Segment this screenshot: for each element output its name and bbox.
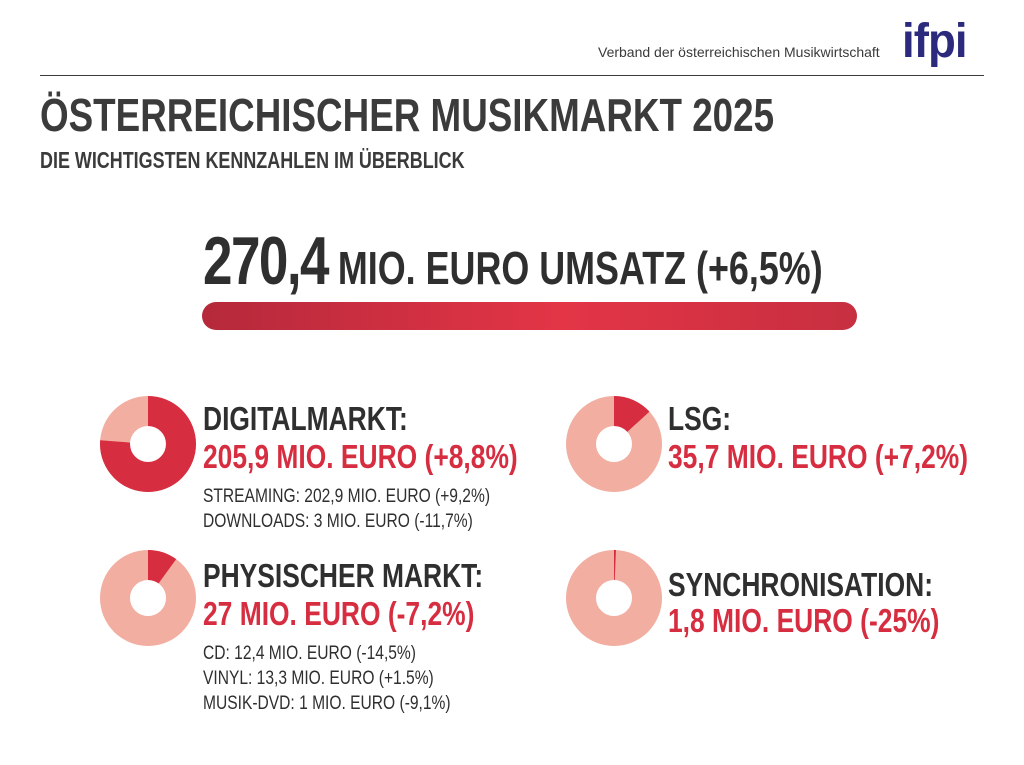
sync-title: SYNCHRONISATION: xyxy=(668,566,933,603)
page-title: ÖSTERREICHISCHER MUSIKMARKT 2025 xyxy=(40,89,775,141)
physical-value: 27 MIO. EURO (-7,2%) xyxy=(203,595,475,632)
total-bar xyxy=(202,302,857,330)
slice-sync xyxy=(566,550,662,646)
slice-lsg xyxy=(566,396,662,492)
digital-title: DIGITALMARKT: xyxy=(203,400,408,437)
page-subtitle: DIE WICHTIGSTEN KENNZAHLEN IM ÜBERBLICK xyxy=(40,147,465,173)
lsg-title: LSG: xyxy=(668,400,732,437)
total-revenue: 270,4 MIO. EURO UMSATZ (+6,5%) xyxy=(203,222,823,300)
lsg-value: 35,7 MIO. EURO (+7,2%) xyxy=(668,438,969,475)
total-label: MIO. EURO UMSATZ (+6,5%) xyxy=(327,242,823,294)
ifpi-logo: ifpi xyxy=(902,15,968,68)
sync-value: 1,8 MIO. EURO (-25%) xyxy=(668,602,940,639)
donut-physical xyxy=(100,550,196,646)
digital-value: 205,9 MIO. EURO (+8,8%) xyxy=(203,438,518,475)
donut-digital xyxy=(100,396,196,492)
physical-detail-dvd: MUSIK-DVD: 1 MIO. EURO (-9,1%) xyxy=(203,693,451,714)
donut-sync xyxy=(566,550,662,646)
digital-detail-downloads: DOWNLOADS: 3 MIO. EURO (-11,7%) xyxy=(203,511,473,532)
digital-detail-streaming: STREAMING: 202,9 MIO. EURO (+9,2%) xyxy=(203,486,491,507)
total-value: 270,4 xyxy=(203,223,329,299)
header-divider xyxy=(40,75,984,76)
physical-title: PHYSISCHER MARKT: xyxy=(203,557,484,594)
donut-lsg xyxy=(566,396,662,492)
brand-subtitle: Verband der österreichischen Musikwirtsc… xyxy=(598,44,880,60)
physical-detail-vinyl: VINYL: 13,3 MIO. EURO (+1.5%) xyxy=(203,668,434,689)
slice-digital xyxy=(100,396,196,492)
physical-detail-cd: CD: 12,4 MIO. EURO (-14,5%) xyxy=(203,643,416,664)
slice-physical xyxy=(100,550,196,646)
